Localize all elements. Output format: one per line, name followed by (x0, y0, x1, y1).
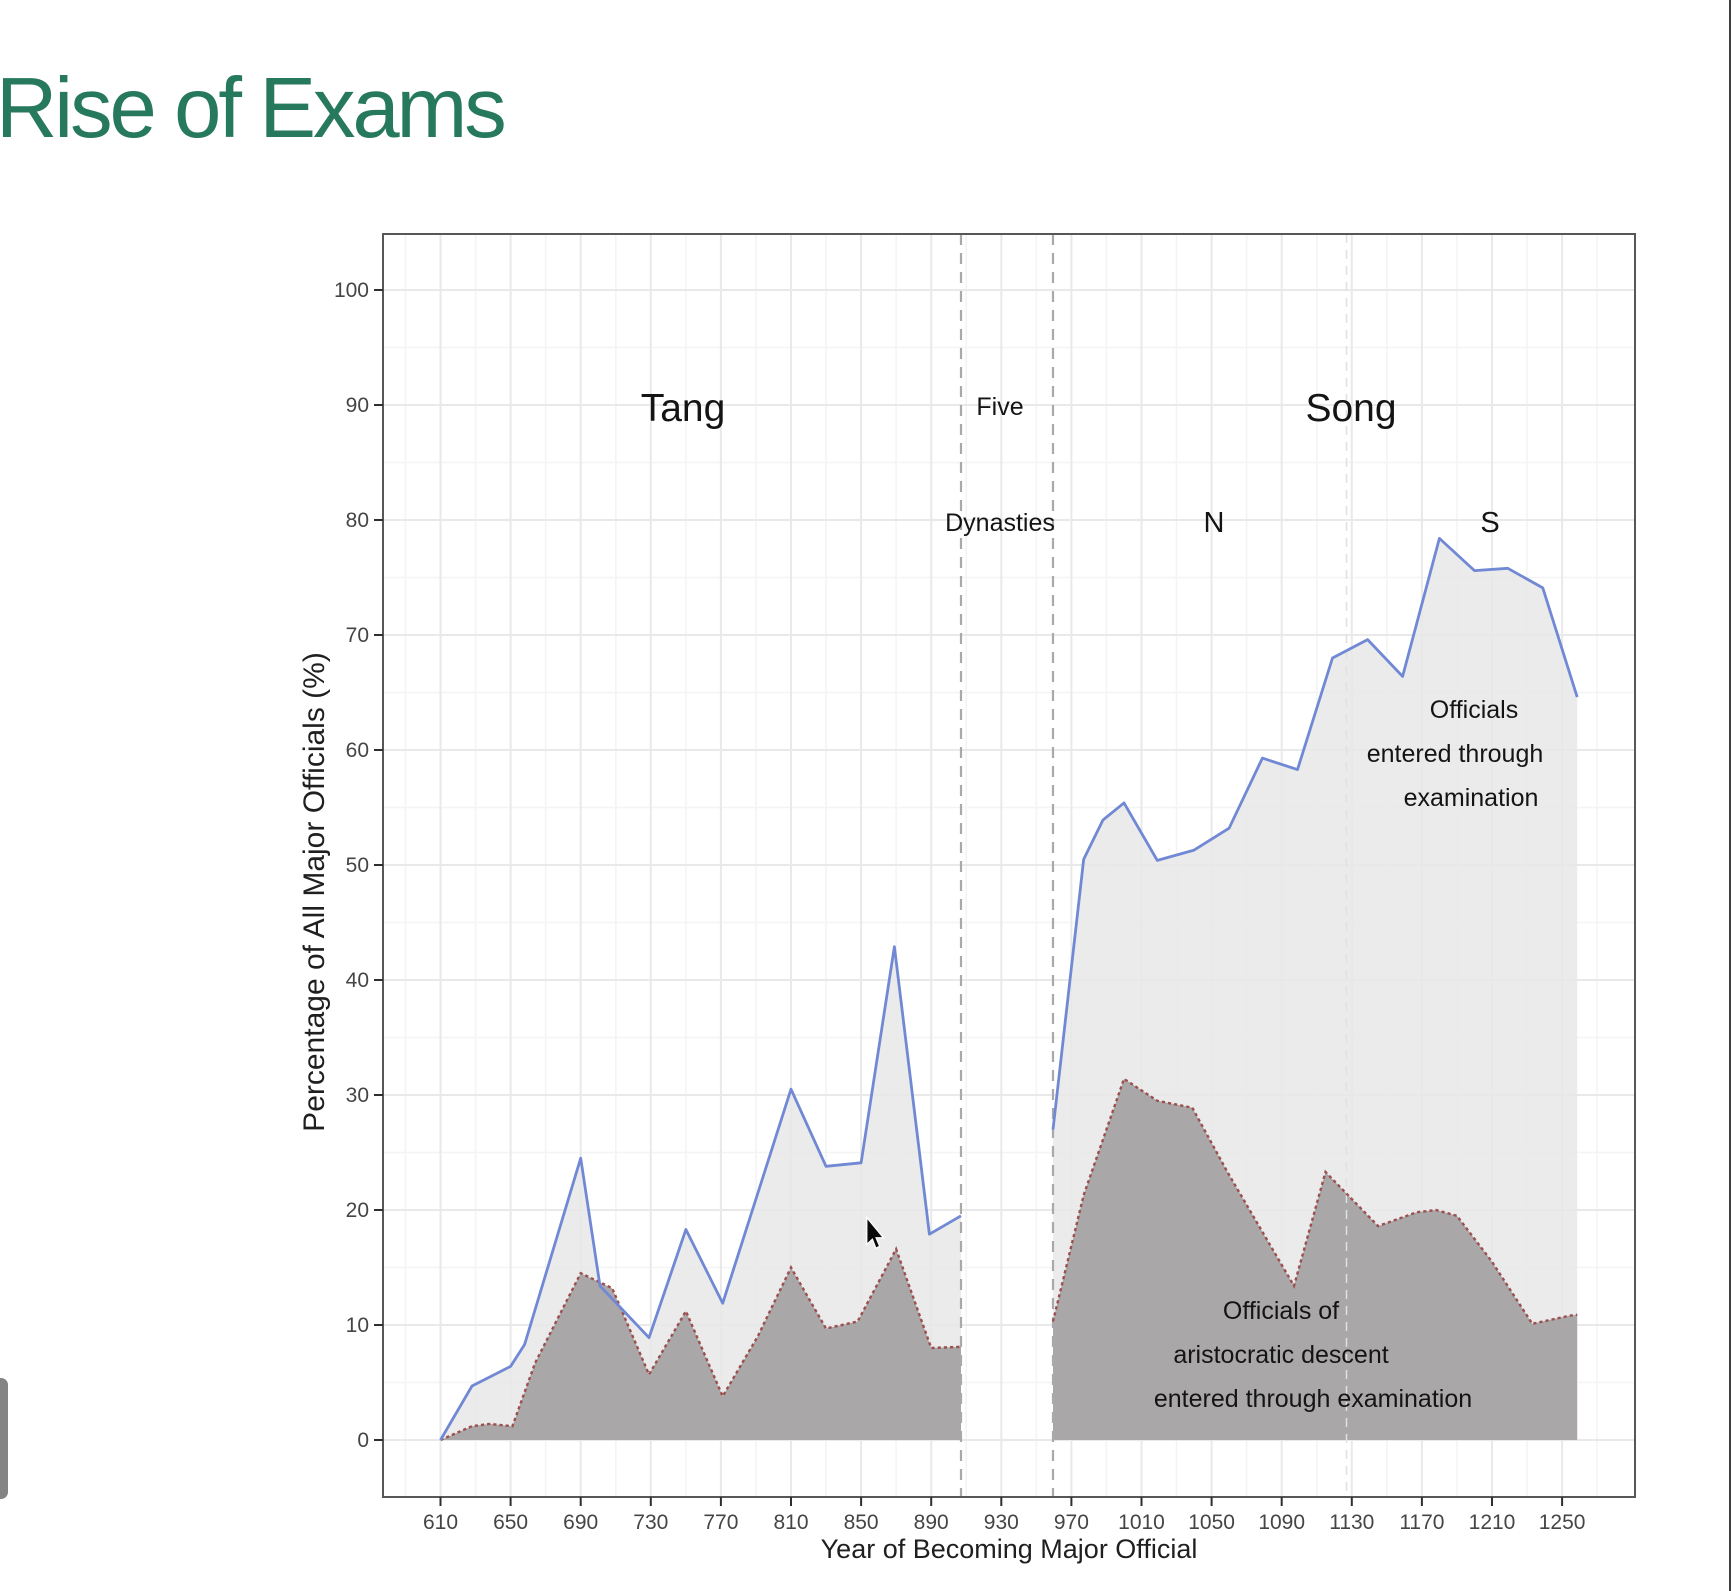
svg-text:0: 0 (357, 1429, 369, 1452)
svg-text:690: 690 (563, 1511, 598, 1534)
svg-text:Dynasties: Dynasties (945, 509, 1055, 537)
svg-text:20: 20 (346, 1199, 369, 1222)
svg-text:70: 70 (346, 624, 369, 647)
svg-text:80: 80 (346, 509, 369, 532)
svg-text:entered through: entered through (1367, 740, 1544, 768)
svg-text:examination: examination (1404, 784, 1539, 812)
svg-text:1130: 1130 (1329, 1511, 1374, 1534)
svg-text:aristocratic descent: aristocratic descent (1173, 1341, 1388, 1369)
svg-text:Five: Five (976, 393, 1023, 421)
svg-text:Song: Song (1305, 387, 1396, 430)
svg-text:Percentage of All Major Offici: Percentage of All Major Officials (%) (298, 652, 331, 1132)
svg-text:1050: 1050 (1188, 1511, 1235, 1534)
svg-text:Tang: Tang (641, 387, 726, 430)
svg-text:1010: 1010 (1118, 1511, 1165, 1534)
svg-text:60: 60 (346, 739, 369, 762)
svg-text:Officials: Officials (1430, 696, 1518, 724)
svg-text:970: 970 (1054, 1511, 1089, 1534)
svg-text:entered through examination: entered through examination (1154, 1385, 1472, 1413)
svg-text:1090: 1090 (1258, 1511, 1305, 1534)
svg-text:850: 850 (844, 1511, 879, 1534)
svg-text:10: 10 (346, 1314, 369, 1337)
svg-text:Rise of Exams: Rise of Exams (0, 61, 504, 156)
svg-text:Year of Becoming Major Officia: Year of Becoming Major Official (821, 1534, 1198, 1564)
svg-text:1170: 1170 (1399, 1511, 1444, 1534)
svg-text:1250: 1250 (1539, 1511, 1586, 1534)
svg-text:730: 730 (633, 1511, 668, 1534)
svg-text:890: 890 (914, 1511, 949, 1534)
svg-text:N: N (1204, 507, 1225, 539)
svg-text:40: 40 (346, 969, 369, 992)
svg-text:810: 810 (773, 1511, 808, 1534)
svg-text:S: S (1480, 507, 1499, 539)
svg-text:Officials of: Officials of (1223, 1297, 1339, 1325)
svg-text:90: 90 (346, 394, 369, 417)
svg-text:30: 30 (346, 1084, 369, 1107)
svg-text:930: 930 (984, 1511, 1019, 1534)
svg-text:770: 770 (703, 1511, 738, 1534)
svg-text:1210: 1210 (1469, 1511, 1516, 1534)
svg-text:50: 50 (346, 854, 369, 877)
svg-text:610: 610 (423, 1511, 458, 1534)
svg-text:650: 650 (493, 1511, 528, 1534)
svg-text:100: 100 (334, 279, 369, 302)
